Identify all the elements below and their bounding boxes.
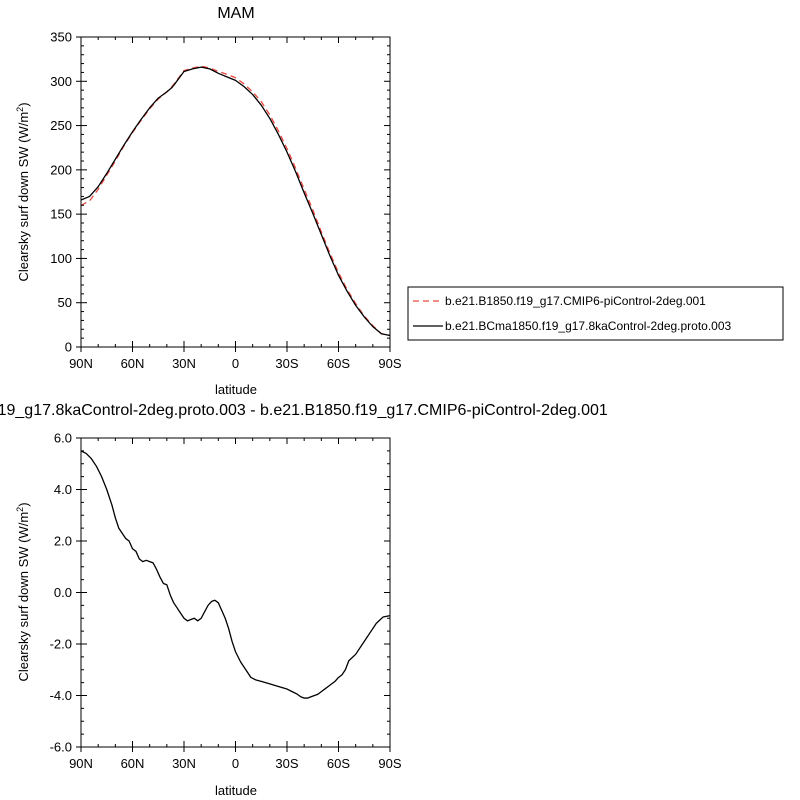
top-series-line-0 [80, 65, 391, 337]
top-y-axis-label-main: Clearsky surf down SW (W/m [16, 112, 31, 282]
bottom-y-axis-label-sup: 2 [15, 507, 25, 512]
bottom-chart-title: b.e21.BCma1850.f19_g17.8kaControl-2deg.p… [0, 402, 608, 419]
top-x-tick-label: 30S [275, 356, 298, 371]
bottom-y-tick-label: 4.0 [54, 482, 72, 497]
top-x-axis-label: latitude [215, 382, 257, 397]
top-series [80, 65, 391, 337]
bottom-x-tick-label: 0 [232, 756, 239, 771]
bottom-y-tick-label: -2.0 [50, 637, 72, 652]
top-y-tick-label: 250 [50, 118, 72, 133]
bottom-x-tick-label: 60S [327, 756, 350, 771]
bottom-y-axis-label-main: Clearsky surf down SW (W/m [16, 512, 31, 682]
bottom-y-tick-label: 0.0 [54, 585, 72, 600]
bottom-x-axis-label: latitude [215, 783, 257, 798]
bottom-x-tick-label: 90N [69, 756, 93, 771]
bottom-series-line-0 [80, 450, 391, 699]
bottom-x-tick-label: 30S [275, 756, 298, 771]
bottom-y-tick-label: 6.0 [54, 431, 72, 446]
legend-label-8kaControl: b.e21.BCma1850.f19_g17.8kaControl-2deg.p… [445, 319, 732, 333]
top-y-axis-label-sup: 2 [15, 107, 25, 112]
bottom-y-tick-label: -4.0 [50, 688, 72, 703]
top-x-tick-label: 0 [232, 356, 239, 371]
top-x-tick-label: 90N [69, 356, 93, 371]
top-panel: MAM 90N 60N 30N 0 30S 60S 90S 0 50 100 150 200 250 30… [15, 5, 784, 397]
top-series-line-1 [80, 66, 391, 337]
bottom-panel: b.e21.BCma1850.f19_g17.8kaControl-2deg.p… [0, 402, 608, 798]
top-y-tick-label: 150 [50, 207, 72, 222]
top-y-axis-label-end: ) [16, 102, 31, 106]
top-x-tick-label: 60N [121, 356, 145, 371]
top-axis-ticks: 90N 60N 30N 0 30S 60S 90S 0 50 100 150 200 250 300 350 [50, 30, 402, 372]
bottom-series [80, 450, 391, 699]
bottom-plot-frame [80, 437, 391, 748]
bottom-axis-ticks: 90N 60N 30N 0 30S 60S 90S -6.0 -4.0 -2.0 0.0 2.0 4.0… [50, 431, 402, 772]
bottom-y-axis-label-end: ) [16, 502, 31, 506]
top-plot-frame [80, 36, 391, 348]
legend-box [407, 286, 784, 341]
top-chart-title: MAM [217, 5, 254, 22]
bottom-y-axis-label: Clearsky surf down SW (W/m2) [15, 502, 31, 681]
top-y-tick-label: 0 [65, 340, 72, 355]
bottom-x-tick-label: 30N [172, 756, 196, 771]
legend-label-piControl: b.e21.B1850.f19_g17.CMIP6-piControl-2deg… [445, 294, 706, 308]
top-y-tick-label: 350 [50, 30, 72, 45]
top-y-tick-label: 200 [50, 162, 72, 177]
top-x-tick-label: 90S [378, 356, 401, 371]
top-y-tick-label: 300 [50, 74, 72, 89]
top-x-tick-label: 60S [327, 356, 350, 371]
legend: b.e21.B1850.f19_g17.CMIP6-piControl-2deg… [407, 286, 784, 341]
top-y-axis-label: Clearsky surf down SW (W/m2) [15, 102, 31, 281]
top-y-tick-label: 50 [58, 295, 72, 310]
bottom-y-tick-label: -6.0 [50, 740, 72, 755]
top-y-tick-label: 100 [50, 251, 72, 266]
bottom-y-tick-label: 2.0 [54, 534, 72, 549]
bottom-x-tick-label: 90S [378, 756, 401, 771]
bottom-x-tick-label: 60N [121, 756, 145, 771]
top-x-tick-label: 30N [172, 356, 196, 371]
